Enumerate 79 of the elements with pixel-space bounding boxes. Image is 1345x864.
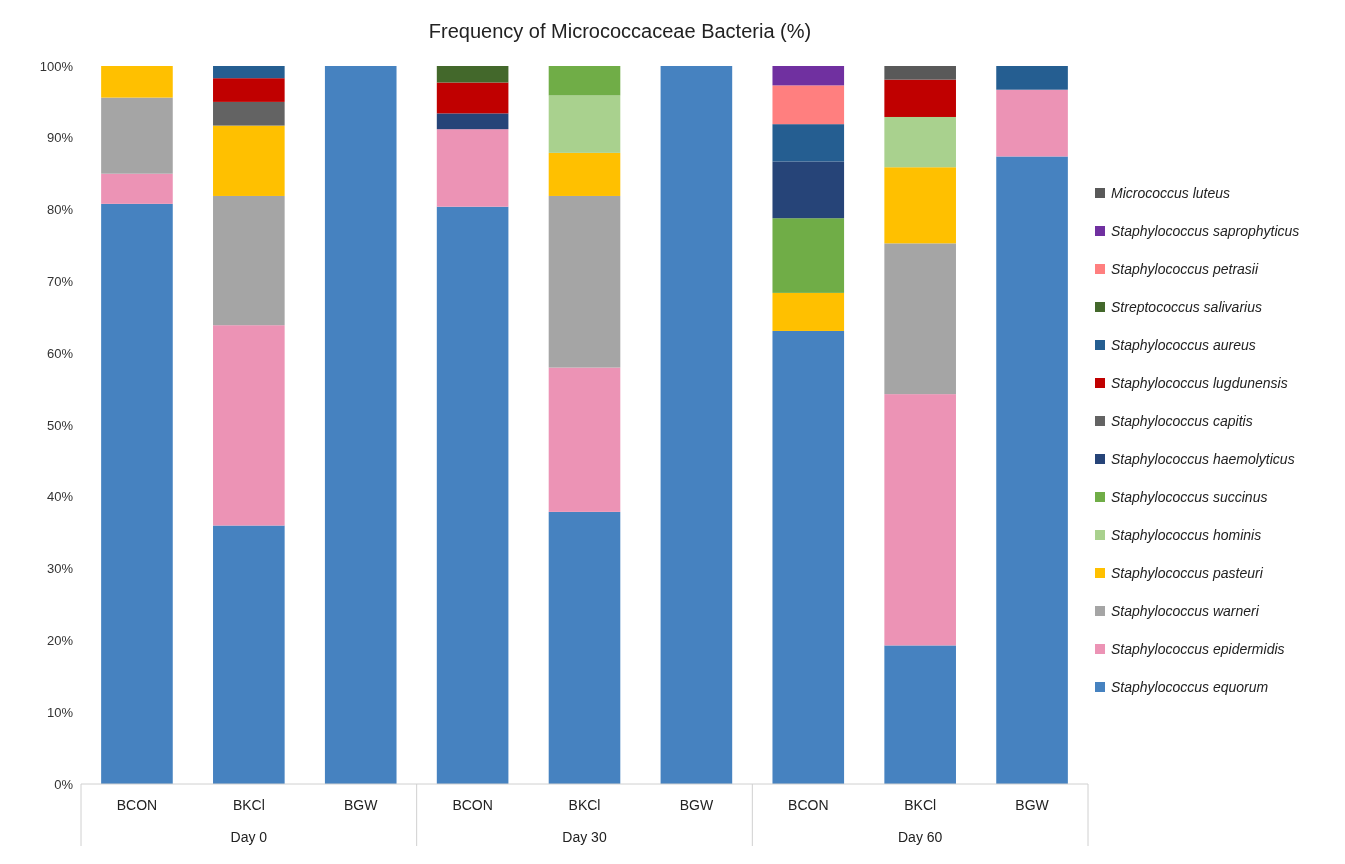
legend-label: Staphylococcus petrasii [1111, 260, 1259, 277]
y-tick-label: 100% [39, 58, 74, 74]
y-tick-label: 40% [46, 489, 74, 505]
bar [101, 66, 173, 98]
y-tick-label: 90% [46, 130, 74, 146]
bar [213, 525, 285, 784]
bar [548, 511, 621, 784]
bar [884, 167, 956, 244]
bar [548, 66, 621, 96]
x-tick-label: BKCl [232, 797, 265, 813]
chart-title: Frequency of Micrococcaceae Bacteria (%) [428, 20, 812, 42]
x-tick-label: BCON [452, 797, 493, 813]
bar [101, 97, 173, 174]
bar [213, 195, 285, 326]
legend-label: Staphylococcus lugdunensis [1111, 374, 1288, 391]
bar [772, 161, 845, 219]
bar [436, 66, 509, 83]
y-tick-label: 30% [46, 561, 74, 577]
legend-label: Staphylococcus pasteuri [1111, 564, 1264, 581]
bar [213, 101, 285, 126]
y-tick-label: 10% [46, 704, 74, 720]
bar [996, 89, 1068, 157]
bar [996, 66, 1068, 90]
bar [324, 66, 397, 784]
bar [101, 203, 173, 784]
x-tick-label: BCON [788, 797, 829, 813]
legend-label: Staphylococcus epidermidis [1111, 640, 1285, 657]
bar [772, 292, 845, 331]
bar [884, 394, 956, 646]
x-tick-label: BGW [1015, 797, 1050, 813]
bar [436, 206, 509, 784]
bar [772, 85, 845, 125]
bar [213, 325, 285, 526]
y-tick-label: 0% [54, 776, 74, 792]
bar [884, 116, 956, 168]
bar [884, 243, 956, 395]
legend-label: Staphylococcus equorum [1111, 678, 1269, 695]
bar [772, 66, 845, 86]
y-tick-label: 70% [46, 273, 74, 289]
bar [660, 66, 733, 784]
bar [548, 367, 621, 512]
y-tick-label: 50% [46, 417, 74, 433]
text: Day 30 [562, 829, 607, 845]
x-tick-label: BGW [344, 797, 379, 813]
legend-label: Staphylococcus succinus [1111, 488, 1268, 505]
bar [884, 645, 956, 784]
bar [996, 156, 1068, 784]
bar [213, 66, 285, 79]
legend-label: Streptococcus salivarius [1111, 298, 1262, 315]
bar [101, 173, 173, 204]
x-tick-label: BGW [679, 797, 714, 813]
bar [213, 78, 285, 102]
bar [436, 82, 509, 114]
bar [213, 125, 285, 196]
bar [436, 113, 509, 130]
bar [772, 124, 845, 162]
legend-label: Staphylococcus haemolyticus [1111, 450, 1295, 467]
x-tick-label: BCON [116, 797, 158, 813]
legend-label: Micrococcus luteus [1111, 184, 1231, 201]
y-tick-label: 80% [46, 202, 74, 218]
legend-label: Staphylococcus aureus [1111, 336, 1256, 353]
legend-label: Staphylococcus hominis [1111, 526, 1262, 543]
bar [548, 195, 621, 368]
bar [548, 95, 621, 153]
x-tick-label: BKCl [904, 797, 937, 813]
legend-label: Staphylococcus warneri [1111, 602, 1260, 619]
bar [772, 330, 845, 784]
x-tick-label: BKCl [568, 797, 601, 813]
y-tick-label: 60% [46, 345, 74, 361]
bar [772, 218, 845, 293]
legend-label: Staphylococcus capitis [1111, 412, 1253, 429]
bar [884, 79, 956, 117]
y-tick-label: 20% [46, 632, 74, 648]
bar [884, 66, 956, 80]
text: Day 60 [897, 829, 943, 845]
bar [548, 152, 621, 196]
text: Day 0 [230, 829, 268, 845]
bar [436, 129, 509, 207]
legend-label: Staphylococcus saprophyticus [1111, 222, 1300, 239]
